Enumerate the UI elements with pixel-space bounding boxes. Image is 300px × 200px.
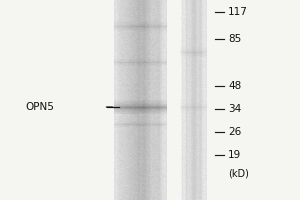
Text: 26: 26 bbox=[228, 127, 241, 137]
Text: 34: 34 bbox=[228, 104, 241, 114]
Text: 48: 48 bbox=[228, 81, 241, 91]
Text: 19: 19 bbox=[228, 150, 241, 160]
Text: OPN5: OPN5 bbox=[25, 102, 54, 112]
Text: (kD): (kD) bbox=[228, 169, 249, 179]
Text: 85: 85 bbox=[228, 34, 241, 44]
Text: 117: 117 bbox=[228, 7, 248, 17]
